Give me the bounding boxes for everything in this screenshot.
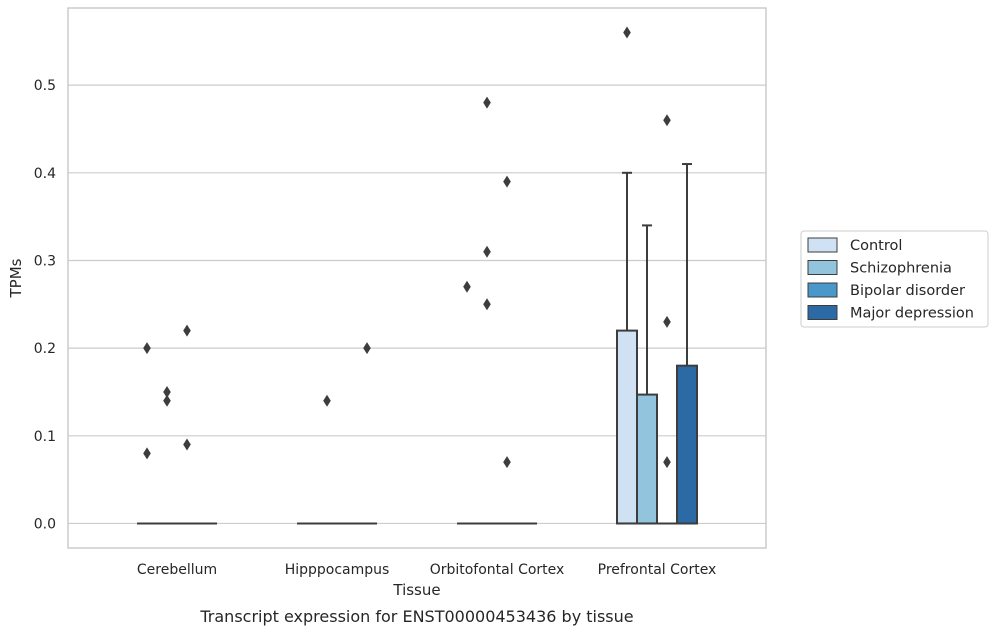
y-tick-label: 0.5	[34, 78, 56, 94]
box	[616, 329, 638, 525]
chart-caption: Transcript expression for ENST0000045343…	[199, 607, 633, 626]
outlier-point	[323, 394, 331, 407]
outlier-point	[363, 342, 371, 355]
box	[676, 364, 698, 525]
x-tick-label: Orbitofontal Cortex	[430, 562, 565, 578]
y-tick-label: 0.1	[34, 429, 56, 445]
x-axis: Cerebellum Hipppocampus Orbitofontal Corte…	[137, 562, 716, 578]
outlier-point	[163, 385, 171, 398]
legend-label: Major depression	[850, 306, 974, 322]
outlier-point	[503, 456, 511, 469]
legend-swatch	[807, 237, 838, 253]
y-tick-label: 0.0	[34, 516, 56, 532]
outlier-point	[143, 342, 151, 355]
legend-swatch	[807, 282, 838, 298]
legend-label: Control	[850, 238, 902, 254]
outlier-point	[483, 96, 491, 109]
outlier-point	[623, 26, 631, 39]
x-tick-label: Cerebellum	[137, 562, 217, 578]
outlier-point	[463, 280, 471, 293]
outlier-point	[183, 324, 191, 337]
legend-label: Bipolar disorder	[850, 283, 965, 299]
y-tick-label: 0.4	[34, 166, 56, 182]
outlier-point	[483, 245, 491, 258]
legend-swatch	[807, 305, 838, 320]
legend-swatch	[807, 260, 838, 275]
outlier-point	[163, 394, 171, 407]
y-axis: 0.0 0.1 0.2 0.3 0.4 0.5	[34, 78, 56, 532]
box-marks	[137, 26, 698, 525]
legend-frame	[800, 230, 989, 328]
y-tick-label: 0.3	[34, 253, 56, 269]
plot-frame	[67, 7, 767, 549]
legend-label: Schizophrenia	[850, 261, 952, 277]
box	[636, 393, 658, 525]
outlier-point	[503, 175, 511, 188]
outlier-point	[143, 447, 151, 460]
outlier-point	[663, 456, 671, 469]
y-tick-label: 0.2	[34, 341, 56, 357]
x-tick-label: Prefrontal Cortex	[598, 562, 717, 578]
legend: Control Schizophrenia Bipolar disorder Majo…	[800, 230, 989, 328]
outlier-point	[663, 315, 671, 328]
outlier-point	[183, 438, 191, 451]
outlier-point	[663, 114, 671, 127]
outlier-point	[483, 298, 491, 311]
x-axis-title: Tissue	[392, 581, 440, 599]
x-tick-label: Hipppocampus	[285, 562, 390, 578]
gridlines	[68, 84, 766, 525]
y-axis-title: TPMs	[7, 258, 25, 298]
